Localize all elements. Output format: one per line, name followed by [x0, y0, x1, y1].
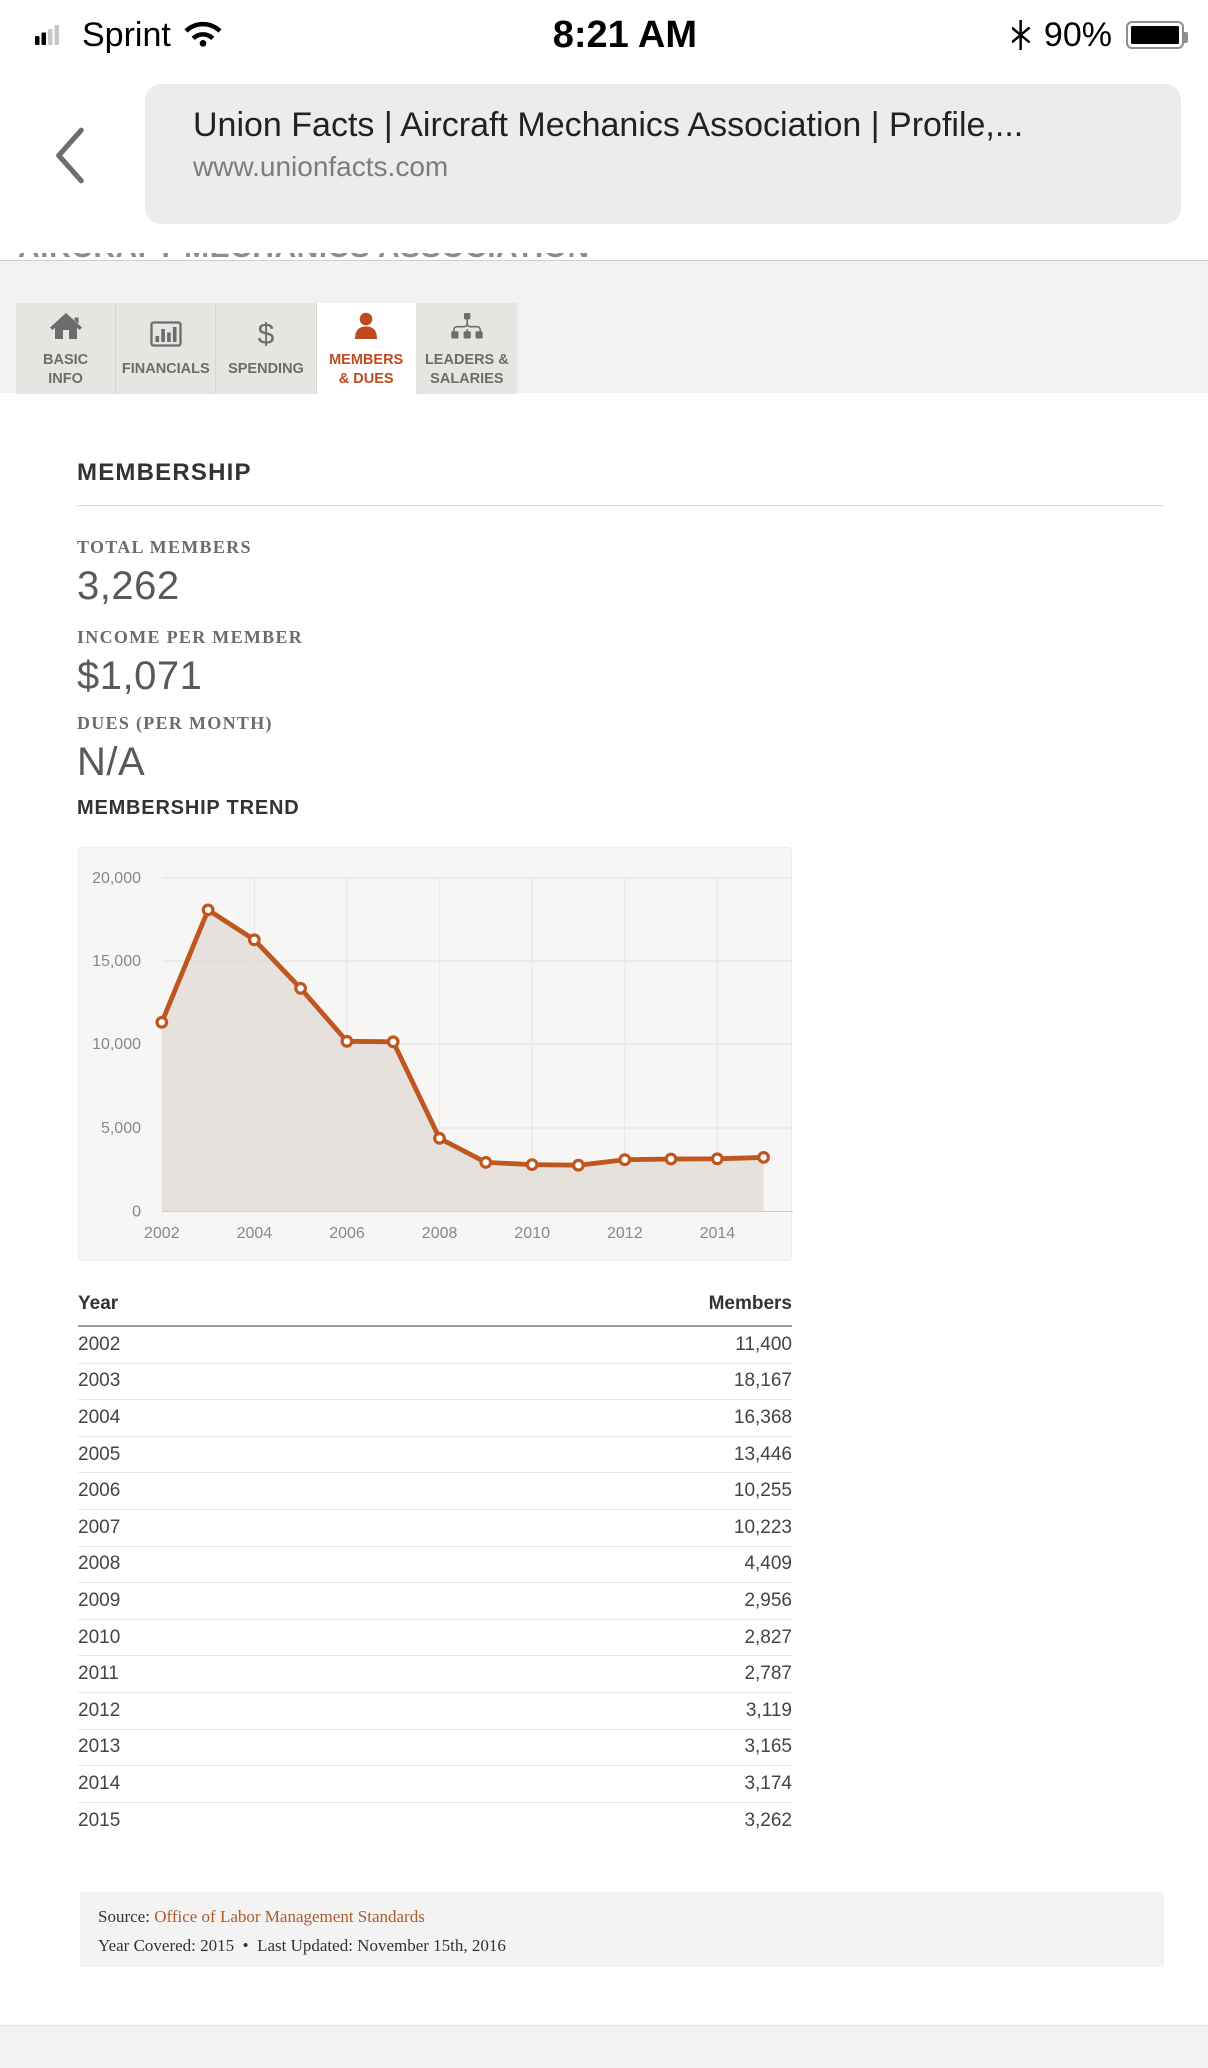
svg-text:2008: 2008	[422, 1225, 458, 1242]
svg-text:5,000: 5,000	[101, 1120, 141, 1137]
svg-text:2002: 2002	[144, 1225, 180, 1242]
svg-text:2012: 2012	[607, 1225, 643, 1242]
svg-text:20,000: 20,000	[92, 870, 141, 887]
svg-text:15,000: 15,000	[92, 953, 141, 970]
svg-text:$: $	[258, 319, 275, 351]
svg-text:0: 0	[132, 1204, 141, 1221]
svg-text:10,000: 10,000	[92, 1036, 141, 1053]
svg-text:2014: 2014	[700, 1225, 736, 1242]
svg-text:2010: 2010	[514, 1225, 550, 1242]
svg-text:2004: 2004	[237, 1225, 273, 1242]
svg-text:2006: 2006	[329, 1225, 365, 1242]
